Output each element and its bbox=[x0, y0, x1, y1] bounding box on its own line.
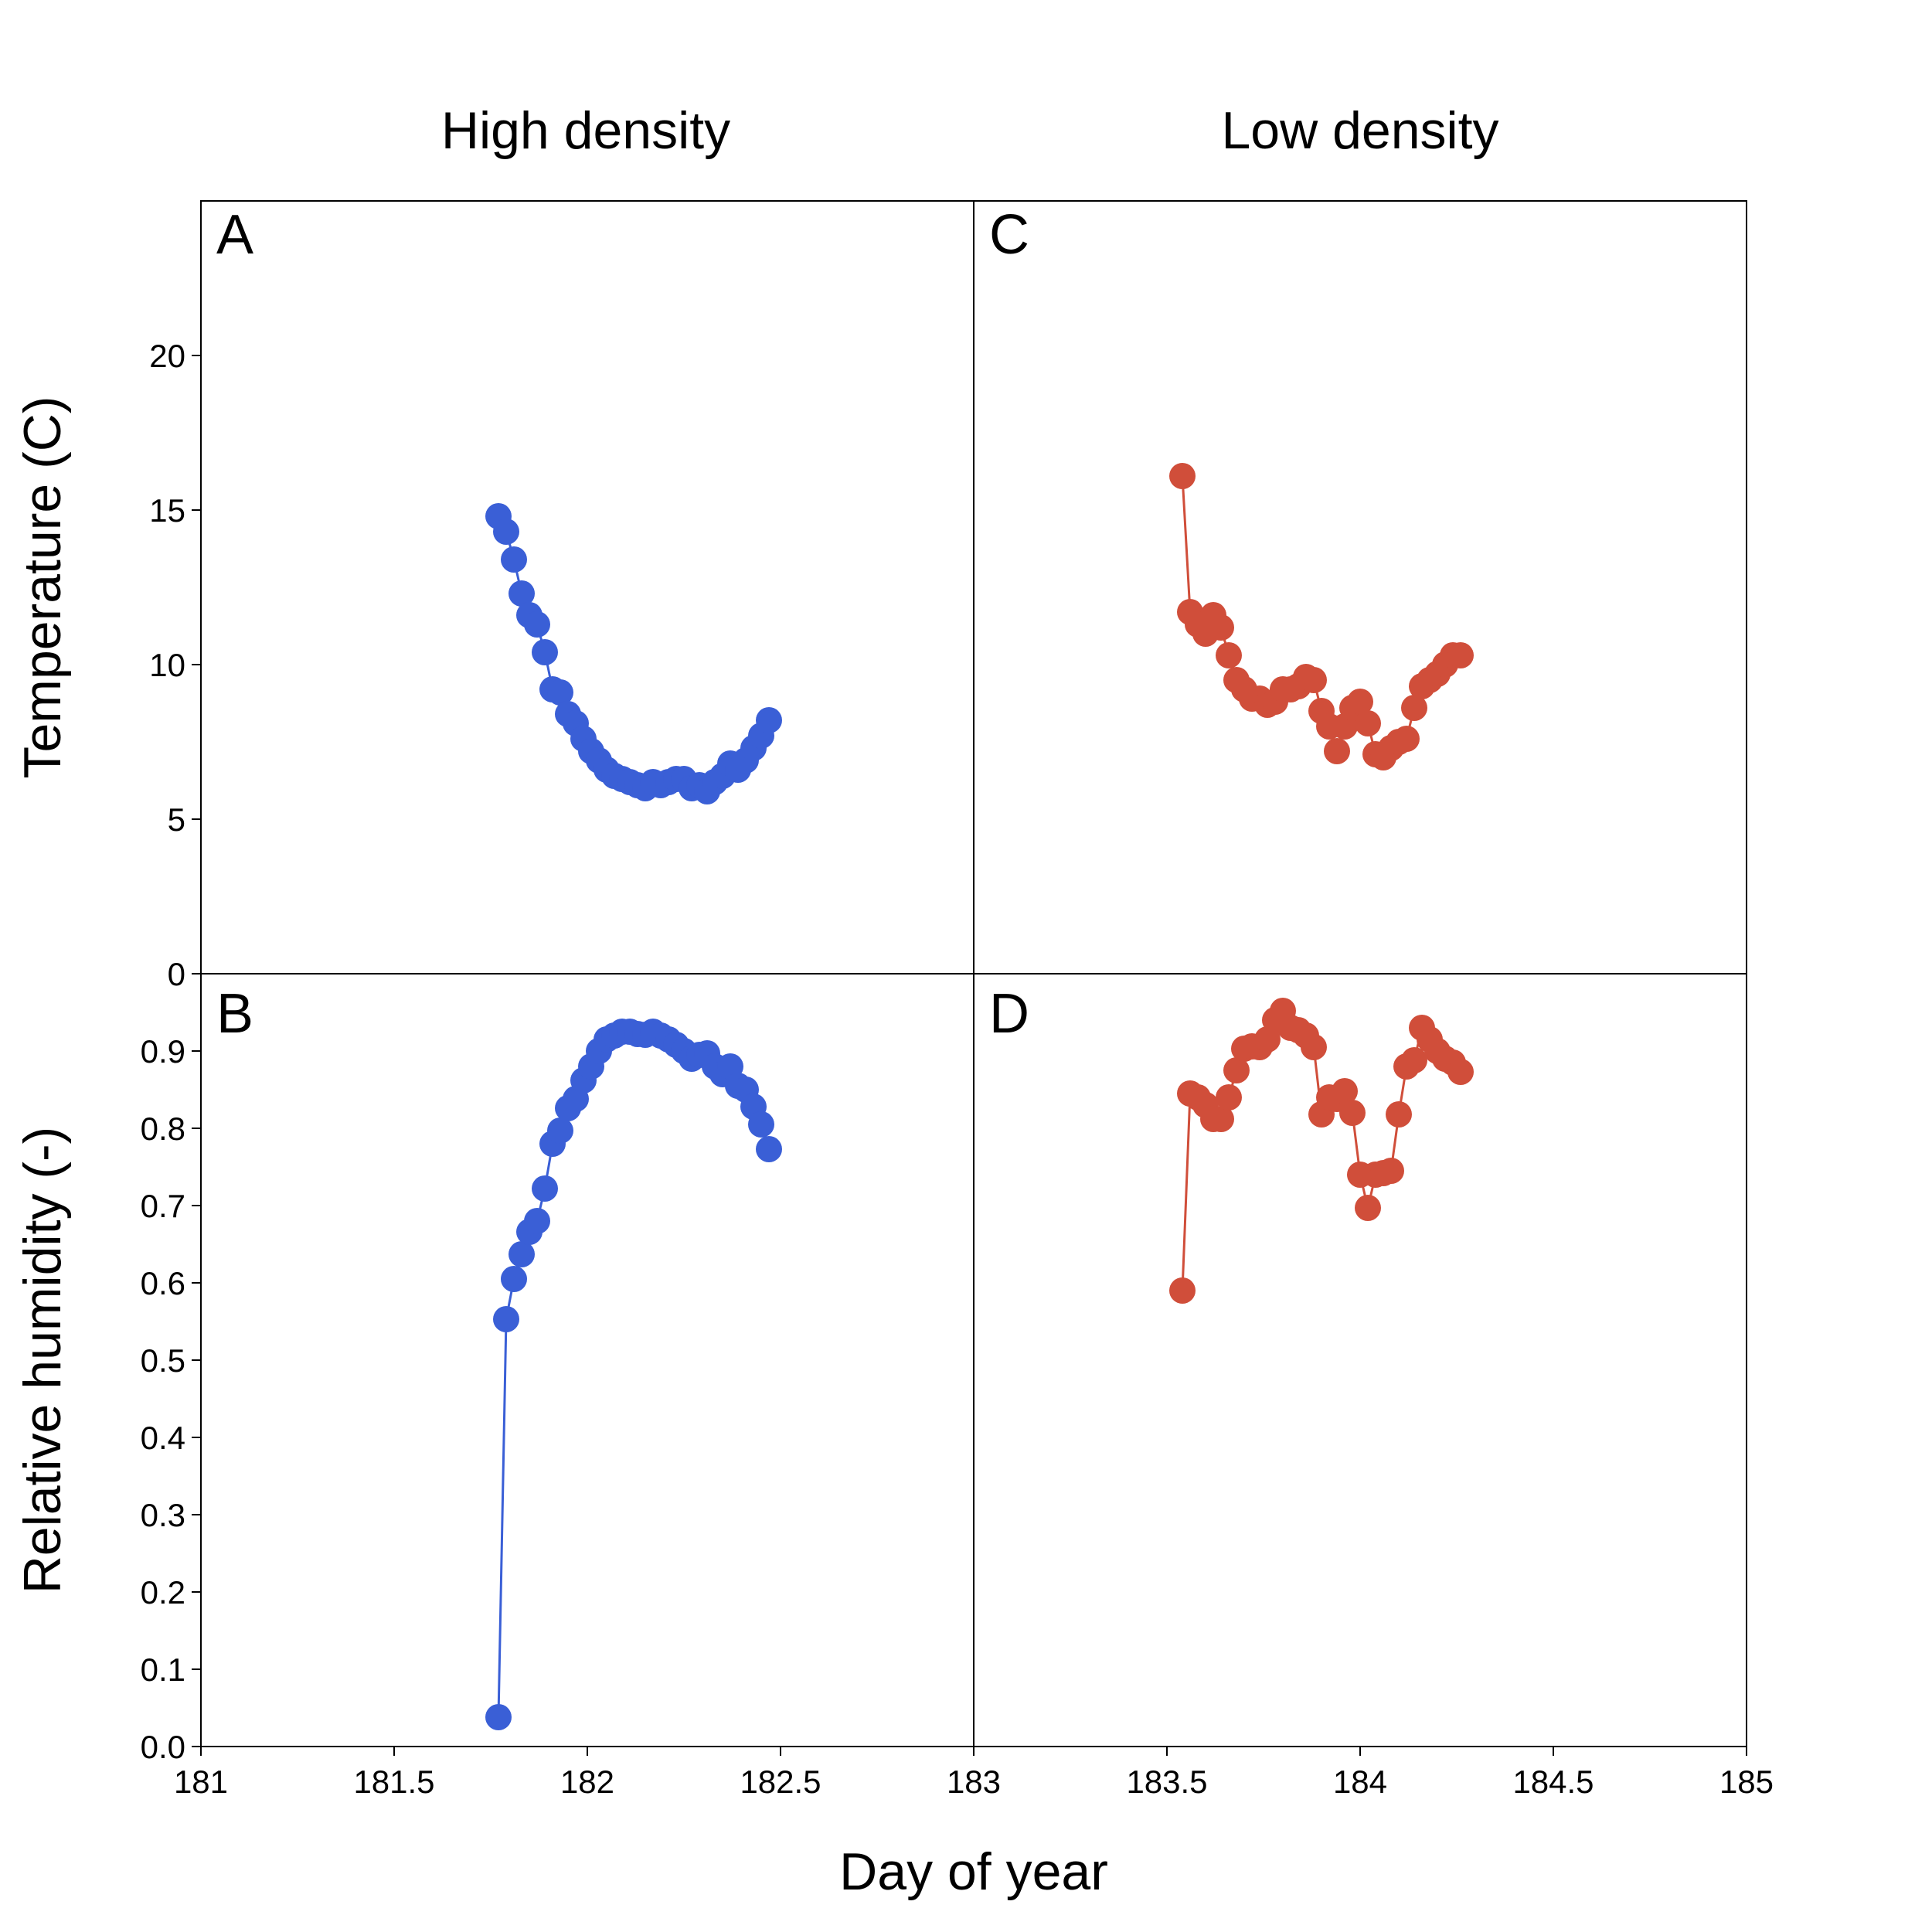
series-panel-b bbox=[485, 1019, 782, 1730]
data-point-d bbox=[1401, 1047, 1427, 1073]
data-point-a bbox=[756, 707, 782, 733]
data-point-b bbox=[485, 1704, 512, 1730]
x-tick-label: 181.5 bbox=[353, 1764, 434, 1800]
data-point-b bbox=[532, 1175, 558, 1202]
y-tick-label-humidity: 0.3 bbox=[141, 1497, 185, 1533]
y-tick-label-humidity: 0.6 bbox=[141, 1265, 185, 1301]
data-point-c bbox=[1347, 689, 1373, 715]
x-tick-label: 182 bbox=[560, 1764, 614, 1800]
y-tick-label-humidity: 0.2 bbox=[141, 1574, 185, 1611]
x-tick-label: 184 bbox=[1333, 1764, 1387, 1800]
data-point-d bbox=[1378, 1158, 1404, 1184]
data-point-d bbox=[1223, 1057, 1250, 1083]
data-point-a bbox=[509, 580, 535, 607]
data-point-a bbox=[493, 519, 519, 545]
y-tick-label-humidity: 0.0 bbox=[141, 1729, 185, 1765]
series-panel-a bbox=[485, 503, 782, 804]
data-point-d bbox=[1332, 1078, 1358, 1104]
series-panel-c bbox=[1169, 463, 1474, 770]
ticks-layer: 0 5 10 15 20 0.0 0.1 0.2 0.3 0.4 0.5 0.6 0.7 0.8 0.9 18… bbox=[141, 338, 1774, 1800]
panel-letter-b: B bbox=[216, 983, 253, 1045]
y-tick-label-temperature: 20 bbox=[149, 338, 185, 374]
y-axis-title-humidity: Relative humidity (-) bbox=[13, 1127, 72, 1594]
data-point-b bbox=[756, 1136, 782, 1162]
x-tick-label: 184.5 bbox=[1512, 1764, 1594, 1800]
y-tick-label-humidity: 0.7 bbox=[141, 1188, 185, 1224]
data-point-d bbox=[1339, 1100, 1366, 1126]
data-point-b bbox=[524, 1208, 550, 1234]
data-point-c bbox=[1324, 738, 1350, 764]
panel-letter-c: C bbox=[989, 204, 1029, 266]
data-point-d bbox=[1169, 1277, 1196, 1304]
data-point-d bbox=[1447, 1059, 1474, 1085]
data-point-b bbox=[748, 1111, 774, 1138]
x-tick-label: 183 bbox=[947, 1764, 1001, 1800]
data-point-d bbox=[1301, 1034, 1327, 1060]
data-point-a bbox=[532, 639, 558, 665]
y-tick-label-humidity: 0.8 bbox=[141, 1111, 185, 1147]
x-tick-label: 181 bbox=[174, 1764, 228, 1800]
data-point-a bbox=[524, 611, 550, 638]
y-tick-label-humidity: 0.5 bbox=[141, 1342, 185, 1379]
x-axis-title: Day of year bbox=[839, 1842, 1108, 1901]
y-tick-label-temperature: 10 bbox=[149, 647, 185, 683]
y-tick-label-humidity: 0.9 bbox=[141, 1033, 185, 1070]
data-point-b bbox=[509, 1241, 535, 1267]
series-layer bbox=[485, 463, 1474, 1730]
x-tick-label: 182.5 bbox=[740, 1764, 821, 1800]
x-tick-label: 185 bbox=[1719, 1764, 1774, 1800]
panel-letter-a: A bbox=[216, 204, 253, 266]
x-tick-label: 183.5 bbox=[1126, 1764, 1207, 1800]
series-panel-d bbox=[1169, 998, 1474, 1304]
y-tick-label-humidity: 0.4 bbox=[141, 1420, 185, 1456]
data-point-c bbox=[1401, 695, 1427, 721]
data-point-d bbox=[1216, 1084, 1242, 1111]
column-title-high-density: High density bbox=[441, 101, 730, 160]
y-tick-label-temperature: 15 bbox=[149, 492, 185, 529]
data-point-d bbox=[1355, 1195, 1381, 1221]
data-point-b bbox=[547, 1117, 573, 1144]
data-point-c bbox=[1355, 710, 1381, 736]
data-point-c bbox=[1447, 642, 1474, 668]
data-point-b bbox=[493, 1306, 519, 1332]
y-tick-label-humidity: 0.1 bbox=[141, 1651, 185, 1688]
column-title-low-density: Low density bbox=[1221, 101, 1498, 160]
data-point-c bbox=[1169, 463, 1196, 489]
y-tick-label-temperature: 5 bbox=[168, 801, 185, 838]
data-point-c bbox=[1301, 667, 1327, 693]
data-point-a bbox=[547, 679, 573, 706]
data-point-c bbox=[1393, 726, 1420, 752]
data-point-a bbox=[501, 546, 527, 573]
y-axis-title-temperature: Temperature (C) bbox=[13, 396, 72, 778]
data-point-d bbox=[1386, 1101, 1412, 1128]
data-point-c bbox=[1208, 614, 1234, 641]
panel-letter-d: D bbox=[989, 983, 1029, 1045]
y-tick-label-temperature: 0 bbox=[168, 956, 185, 992]
data-point-c bbox=[1216, 642, 1242, 668]
data-point-d bbox=[1208, 1106, 1234, 1132]
data-point-b bbox=[501, 1266, 527, 1292]
